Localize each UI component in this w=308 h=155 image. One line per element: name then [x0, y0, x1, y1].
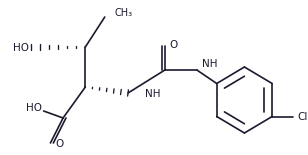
Text: NH: NH — [202, 59, 217, 69]
Text: HO: HO — [26, 103, 42, 113]
Text: HO: HO — [13, 43, 29, 53]
Text: O: O — [170, 40, 178, 50]
Text: CH₃: CH₃ — [115, 8, 132, 18]
Text: NH: NH — [144, 89, 160, 99]
Text: O: O — [55, 139, 63, 149]
Text: Cl: Cl — [297, 111, 308, 122]
